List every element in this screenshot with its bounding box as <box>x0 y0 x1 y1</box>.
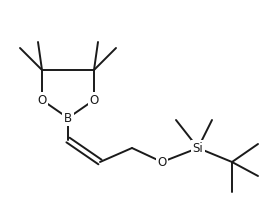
Text: O: O <box>89 94 99 106</box>
Text: B: B <box>64 111 72 125</box>
Text: O: O <box>37 94 47 106</box>
Text: O: O <box>157 156 167 168</box>
Text: Si: Si <box>193 141 203 155</box>
